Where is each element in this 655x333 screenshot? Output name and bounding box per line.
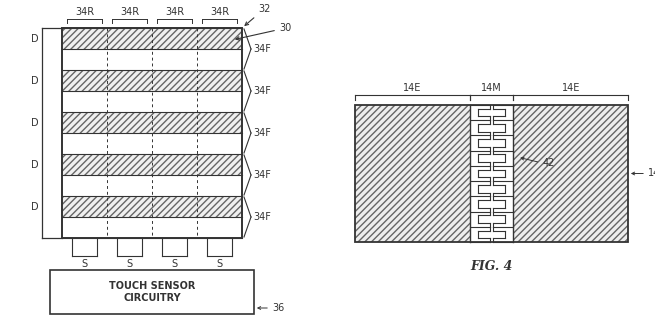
Bar bbox=[470, 105, 514, 242]
Bar bbox=[62, 196, 242, 217]
Text: 34R: 34R bbox=[210, 7, 229, 17]
Bar bbox=[62, 175, 242, 196]
Bar bbox=[355, 105, 628, 242]
Text: 34F: 34F bbox=[253, 44, 271, 54]
Text: 14E: 14E bbox=[561, 83, 580, 93]
Bar bbox=[50, 270, 254, 314]
Text: 34R: 34R bbox=[120, 7, 139, 17]
Text: 34F: 34F bbox=[253, 170, 271, 180]
Text: 34F: 34F bbox=[253, 128, 271, 138]
Text: D: D bbox=[31, 76, 39, 86]
Text: 34R: 34R bbox=[165, 7, 184, 17]
Bar bbox=[62, 28, 242, 238]
Bar bbox=[62, 49, 242, 70]
Text: TOUCH SENSOR
CIRCUITRY: TOUCH SENSOR CIRCUITRY bbox=[109, 281, 195, 303]
Bar bbox=[62, 133, 242, 154]
Bar bbox=[514, 105, 628, 242]
Text: 14M: 14M bbox=[481, 83, 502, 93]
Text: D: D bbox=[31, 34, 39, 44]
Bar bbox=[62, 154, 242, 175]
Text: D: D bbox=[31, 118, 39, 128]
Bar bbox=[355, 105, 628, 242]
Text: 34R: 34R bbox=[75, 7, 94, 17]
Text: 42: 42 bbox=[542, 158, 555, 167]
Text: S: S bbox=[81, 259, 88, 269]
Bar bbox=[62, 112, 242, 133]
Text: 34F: 34F bbox=[253, 86, 271, 96]
Text: S: S bbox=[126, 259, 132, 269]
Text: FIG. 4: FIG. 4 bbox=[470, 259, 513, 272]
Text: 14E: 14E bbox=[403, 83, 422, 93]
Text: 14-1: 14-1 bbox=[648, 168, 655, 178]
Text: 34F: 34F bbox=[253, 212, 271, 222]
Bar bbox=[355, 105, 470, 242]
Bar bbox=[62, 70, 242, 91]
Bar bbox=[62, 217, 242, 238]
Text: D: D bbox=[31, 160, 39, 169]
Text: S: S bbox=[172, 259, 178, 269]
Bar bbox=[62, 91, 242, 112]
Text: S: S bbox=[216, 259, 223, 269]
Text: 30: 30 bbox=[279, 23, 291, 33]
Text: D: D bbox=[31, 201, 39, 211]
Text: 32: 32 bbox=[258, 4, 271, 14]
Text: 36: 36 bbox=[272, 303, 284, 313]
Bar bbox=[62, 28, 242, 49]
